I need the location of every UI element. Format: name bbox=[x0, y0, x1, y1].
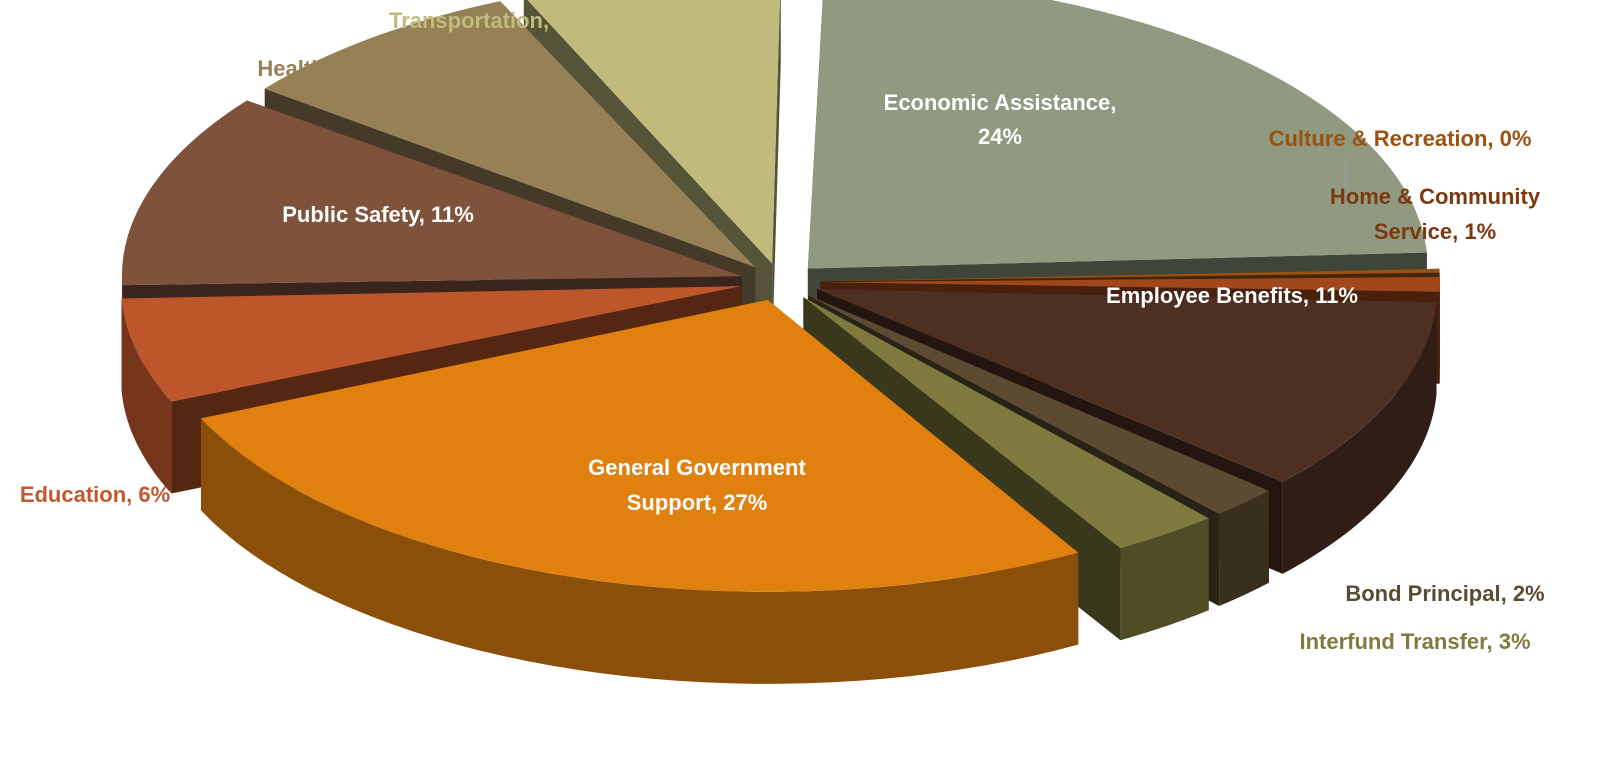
slice-side bbox=[121, 298, 172, 494]
label-general-government-line2: Support, 27% bbox=[627, 490, 768, 515]
slice-wall bbox=[772, 0, 781, 356]
slice-top bbox=[819, 276, 1440, 292]
label-employee-benefits: Employee Benefits, 11% bbox=[1106, 283, 1358, 308]
pie-slices bbox=[121, 0, 1440, 684]
slice-side bbox=[1282, 302, 1437, 574]
slice-side bbox=[1219, 490, 1269, 606]
slice-top bbox=[819, 268, 1440, 282]
label-general-government-line1: General Government bbox=[588, 455, 806, 480]
slice-top bbox=[803, 297, 1209, 549]
slice-top bbox=[808, 295, 1269, 515]
slice-general-government-support bbox=[200, 299, 1079, 684]
label-public-safety: Public Safety, 11% bbox=[282, 202, 474, 227]
slice-top bbox=[200, 299, 1079, 592]
label-economic-assistance-line2: 24% bbox=[978, 124, 1022, 149]
slice-top bbox=[121, 100, 742, 286]
label-bond-principal: Bond Principal, 2% bbox=[1345, 581, 1544, 606]
label-home-community-line1: Home & Community bbox=[1330, 184, 1541, 209]
slice-top bbox=[264, 1, 756, 268]
slice-side bbox=[201, 418, 1079, 684]
slice-top bbox=[527, 0, 780, 264]
label-interfund-transfer: Interfund Transfer, 3% bbox=[1299, 629, 1530, 654]
label-transportation: Transportation, 7% bbox=[389, 8, 587, 33]
pie-labels: Economic Assistance, 24% Culture & Recre… bbox=[20, 8, 1545, 654]
slice-top bbox=[807, 0, 1427, 269]
label-health: Health, 8% bbox=[257, 56, 368, 81]
slice-top bbox=[817, 289, 1437, 482]
label-education: Education, 6% bbox=[20, 482, 170, 507]
slice-side bbox=[1120, 518, 1209, 641]
label-economic-assistance-line1: Economic Assistance, bbox=[884, 90, 1117, 115]
label-home-community-line2: Service, 1% bbox=[1374, 219, 1496, 244]
slice-top bbox=[121, 286, 741, 402]
label-culture-recreation: Culture & Recreation, 0% bbox=[1269, 126, 1532, 151]
